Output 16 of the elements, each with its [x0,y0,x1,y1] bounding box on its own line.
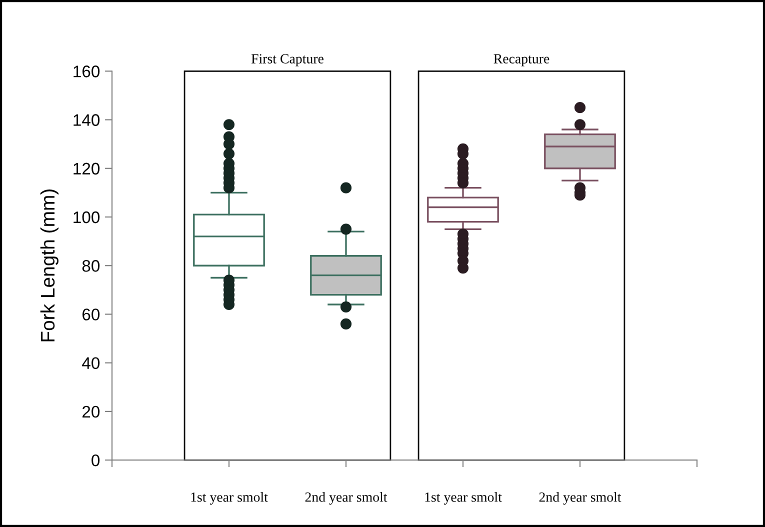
text: Recapture [494,54,550,66]
x-tick-label: 1st year smolt [191,492,268,505]
y-tick-label: 120 [74,162,100,175]
x-tick-label: 2nd year smolt [539,492,622,505]
y-axis-title: Fork Length (mm) [40,190,58,342]
y-tick-label: 100 [74,211,100,224]
y-tick-label: 20 [82,406,100,418]
y-tick-label: 80 [82,260,100,272]
y-tick-label: 0 [92,454,100,466]
y-tick-label: 40 [82,357,100,370]
x-tick-label: 1st year smolt [425,492,502,505]
y-tick-label: 140 [74,114,100,126]
x-tick-label: 2nd year smolt [305,492,388,505]
y-tick-label: 160 [74,66,100,78]
y-tick-label: 60 [82,308,100,320]
text: First Capture [251,54,324,66]
